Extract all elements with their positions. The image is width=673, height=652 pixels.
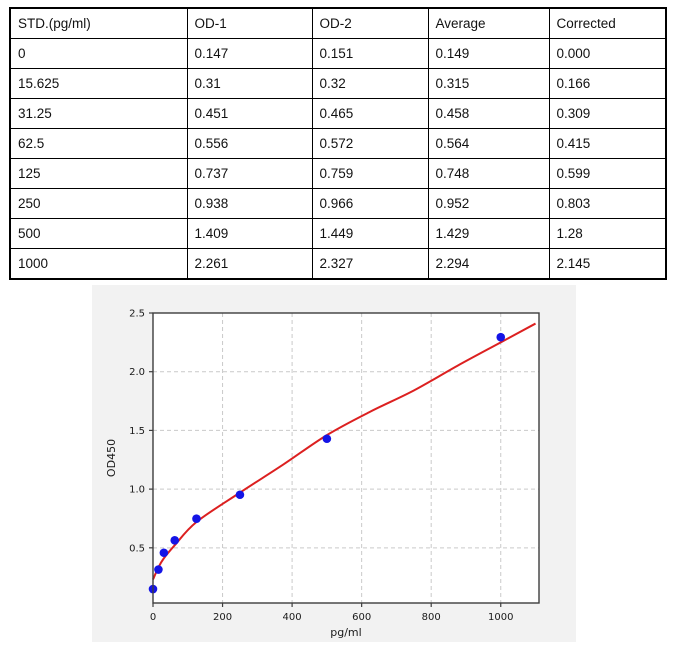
table-cell: 0 [9, 38, 188, 69]
data-point [154, 565, 163, 574]
table-cell: 2.294 [427, 248, 550, 280]
table-cell: 0.572 [311, 128, 429, 159]
table-cell: 500 [9, 218, 188, 249]
table-cell: 2.145 [548, 248, 667, 280]
axis-ticks: 0 200 400 600 800 1000 0.5 1.0 1.5 2.0 2.5 [129, 309, 513, 624]
table-cell: 250 [9, 188, 188, 219]
data-point [235, 490, 245, 500]
table-cell: 2.327 [311, 248, 429, 280]
y-tick-label: 1.5 [129, 426, 145, 437]
table-cell: 0.166 [548, 68, 667, 99]
table-cell: 125 [9, 158, 188, 189]
table-cell: 0.938 [186, 188, 313, 219]
table-cell: 0.966 [311, 188, 429, 219]
standard-curve-figure: 0 200 400 600 800 1000 0.5 1.0 1.5 2.0 2.5 pg/ml O… [92, 285, 576, 642]
x-tick-label: 600 [352, 612, 371, 623]
table-cell: 0.465 [311, 98, 429, 129]
column-header: Average [427, 7, 550, 39]
table-cell: 1.449 [311, 218, 429, 249]
axes-frame [152, 312, 540, 604]
fit-curve [152, 322, 536, 580]
standard-curve-chart: 0 200 400 600 800 1000 0.5 1.0 1.5 2.0 2.5 pg/ml O… [92, 285, 576, 642]
table-cell: 0.564 [427, 128, 550, 159]
data-point [496, 332, 506, 342]
table-cell: 0.451 [186, 98, 313, 129]
table-cell: 31.25 [9, 98, 188, 129]
y-axis-label: OD450 [105, 439, 118, 477]
table-row: 125 0.737 0.759 0.748 0.599 [9, 158, 667, 189]
table-row: 500 1.409 1.449 1.429 1.28 [9, 218, 667, 249]
standards-table: STD.(pg/ml) OD-1 OD-2 Average Corrected 0 0.1… [9, 7, 667, 280]
x-tick-label: 1000 [488, 612, 513, 623]
table-cell: 15.625 [9, 68, 188, 99]
y-tick-label: 2.0 [129, 367, 145, 378]
table-cell: 2.261 [186, 248, 313, 280]
plot-background [153, 313, 539, 603]
y-tick-label: 0.5 [129, 543, 145, 554]
gridlines [153, 312, 539, 603]
table-cell: 1.429 [427, 218, 550, 249]
table-cell: 0.149 [427, 38, 550, 69]
table-cell: 62.5 [9, 128, 188, 159]
table-cell: 1.409 [186, 218, 313, 249]
table-cell: 0.147 [186, 38, 313, 69]
table-cell: 0.315 [427, 68, 550, 99]
x-tick-label: 400 [283, 612, 302, 623]
table-cell: 0.952 [427, 188, 550, 219]
table-cell: 0.803 [548, 188, 667, 219]
x-tick-label: 200 [213, 612, 232, 623]
column-header: Corrected [548, 7, 667, 39]
data-point [322, 434, 332, 444]
table-row: 1000 2.261 2.327 2.294 2.145 [9, 248, 667, 280]
data-point [170, 536, 180, 545]
table-row: 15.625 0.31 0.32 0.315 0.166 [9, 68, 667, 99]
table-row: 0 0.147 0.151 0.149 0.000 [9, 38, 667, 69]
table-cell: 1.28 [548, 218, 667, 249]
table-cell: 0.415 [548, 128, 667, 159]
x-tick-label: 800 [422, 612, 441, 623]
column-header: STD.(pg/ml) [9, 7, 188, 39]
column-header: OD-1 [186, 7, 313, 39]
table-cell: 0.458 [427, 98, 550, 129]
table-cell: 1000 [9, 248, 188, 280]
x-axis-label: pg/ml [330, 626, 361, 639]
data-point [192, 514, 201, 524]
data-points [148, 332, 506, 594]
table-cell: 0.31 [186, 68, 313, 99]
table-cell: 0.000 [548, 38, 667, 69]
table-cell: 0.32 [311, 68, 429, 99]
y-tick-label: 1.0 [129, 485, 145, 496]
table-cell: 0.737 [186, 158, 313, 189]
table-cell: 0.309 [548, 98, 667, 129]
table-body: 0 0.147 0.151 0.149 0.000 15.625 0.31 0.32 0.315… [9, 38, 667, 280]
table-cell: 0.599 [548, 158, 667, 189]
table-cell: 0.151 [311, 38, 429, 69]
table-cell: 0.748 [427, 158, 550, 189]
y-tick-label: 2.5 [129, 309, 145, 320]
table-row: 62.5 0.556 0.572 0.564 0.415 [9, 128, 667, 159]
table-header-row: STD.(pg/ml) OD-1 OD-2 Average Corrected [9, 7, 667, 39]
table-cell: 0.759 [311, 158, 429, 189]
table-row: 31.25 0.451 0.465 0.458 0.309 [9, 98, 667, 129]
table-row: 250 0.938 0.966 0.952 0.803 [9, 188, 667, 219]
data-point [159, 548, 169, 558]
table-cell: 0.556 [186, 128, 313, 159]
x-tick-label: 0 [150, 612, 156, 623]
column-header: OD-2 [311, 7, 429, 39]
